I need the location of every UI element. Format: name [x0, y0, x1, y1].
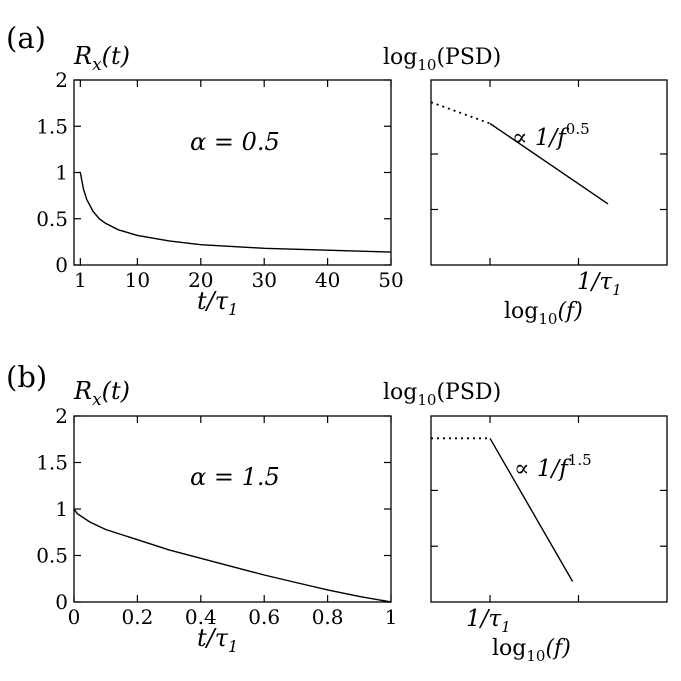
ytick-label-a: 1 — [55, 161, 68, 185]
alpha-annotation-a: α = 0.5 — [190, 128, 280, 156]
xtick-label-a: 20 — [188, 268, 213, 292]
autocorrelation-curve-b — [73, 508, 392, 603]
panel-label-a: (a) — [6, 21, 46, 55]
left-ylabel-a: Rx(t) — [73, 42, 130, 75]
ytick-label-a: 1.5 — [36, 114, 68, 138]
right-plot-frame-a — [430, 79, 668, 266]
panel-b: (b) Rx(t) log10(PSD) 0 0.5 1 1.5 2 0 0.2 0.4 0.… — [6, 360, 668, 665]
right-ylabel-a: log10(PSD) — [383, 45, 501, 74]
left-ylabel-b: Rx(t) — [73, 377, 130, 410]
ytick-label-b: 1 — [55, 497, 68, 521]
alpha-annotation-b: α = 1.5 — [190, 463, 280, 491]
left-xlabel-b: t/τ1 — [197, 624, 238, 656]
psd-solid-segment-a — [489, 122, 609, 205]
xtick-label-b: 0.4 — [185, 605, 217, 629]
right-ticks-b — [431, 416, 667, 602]
panel-a: (a) Rx(t) log10(PSD) 0 0.5 1 1.5 2 1 10 20 30 40… — [6, 21, 668, 328]
tau-label-a: 1/τ1 — [577, 269, 622, 299]
xtick-label-a: 30 — [251, 268, 276, 292]
left-xticks-a: 1 10 20 30 40 50 — [74, 80, 404, 292]
left-xlabel-a: t/τ1 — [197, 287, 238, 319]
right-ticks-a — [431, 80, 667, 265]
xtick-label-b: 0.6 — [248, 605, 280, 629]
xtick-label-a: 50 — [378, 268, 403, 292]
ytick-label-a: 0.5 — [36, 207, 68, 231]
power-law-annotation-a: ∝ 1/f0.5 — [512, 120, 590, 151]
xtick-label-b: 0.2 — [121, 605, 153, 629]
power-law-annotation-b: ∝ 1/f1.5 — [514, 451, 592, 482]
left-plot-frame-a — [73, 79, 392, 266]
right-plot-frame-b — [430, 415, 668, 603]
left-yticks-b: 0 0.5 1 1.5 2 — [36, 404, 391, 614]
xtick-label-b: 0 — [68, 605, 81, 629]
left-xticks-b: 0 0.2 0.4 0.6 0.8 1 — [68, 416, 398, 629]
xtick-label-b: 0.8 — [312, 605, 344, 629]
psd-dotted-segment-a — [430, 101, 491, 125]
psd-solid-segment-b — [489, 437, 574, 582]
right-ylabel-b: log10(PSD) — [383, 380, 501, 409]
ytick-label-a: 0 — [55, 253, 68, 277]
right-xlabel-a: log10(f) — [504, 299, 583, 328]
xtick-label-a: 10 — [125, 268, 150, 292]
xtick-label-a: 40 — [315, 268, 340, 292]
ytick-label-b: 0.5 — [36, 544, 68, 568]
left-yticks-a: 0 0.5 1 1.5 2 — [36, 68, 391, 277]
ytick-label-b: 0 — [55, 590, 68, 614]
xtick-label-b: 1 — [385, 605, 398, 629]
tau-label-b: 1/τ1 — [466, 606, 511, 636]
right-xlabel-b: log10(f) — [492, 636, 571, 665]
left-plot-frame-b — [73, 415, 392, 603]
ytick-label-b: 2 — [55, 404, 68, 428]
ytick-label-b: 1.5 — [36, 451, 68, 475]
xtick-label-a: 1 — [74, 268, 87, 292]
panel-label-b: (b) — [6, 360, 47, 394]
ytick-label-a: 2 — [55, 68, 68, 92]
autocorrelation-curve-a — [79, 172, 392, 253]
